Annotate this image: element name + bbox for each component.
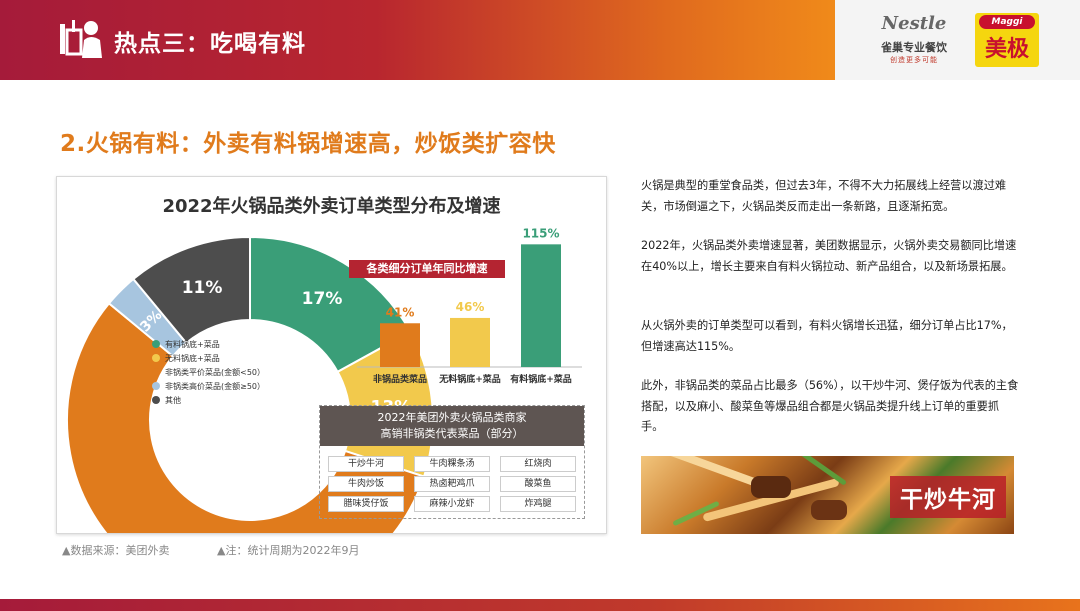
- legend-item: 其他: [152, 393, 265, 407]
- dish-cell: 牛肉粿条汤: [414, 456, 490, 472]
- paragraph-3: 从火锅外卖的订单类型可以看到，有料火锅增长迅猛，细分订单占比17%，但增速高达1…: [641, 319, 1013, 353]
- legend-item: 无料锅底+菜品: [152, 351, 265, 365]
- maggi-cn: 美极: [984, 37, 1029, 62]
- section-subtitle: 2.火锅有料：外卖有料锅增速高，炒饭类扩容快: [60, 131, 556, 157]
- legend-dot: [152, 396, 160, 404]
- pie-value-label: 11%: [182, 278, 223, 298]
- bar-chart-caption: 各类细分订单年同比增速: [349, 260, 505, 278]
- bar-category-label: 有料锅底+菜品: [510, 373, 572, 385]
- chart-panel: 2022年火锅品类外卖订单类型分布及增速 17%13%56%3%11%41%非锅…: [56, 176, 607, 534]
- bar: [521, 244, 561, 367]
- dish-cell: 麻辣小龙虾: [414, 496, 490, 512]
- logo-area: [835, 0, 1080, 80]
- dish-cell: 红烧肉: [500, 456, 576, 472]
- dining-person-icon: [60, 20, 102, 58]
- data-note: ▲注：统计周期为2022年9月: [217, 544, 360, 557]
- nestle-logo: Nestle 雀巢专业餐饮 创造更多可能: [870, 13, 960, 69]
- legend-label: 非锅类平价菜品(金额<50）: [165, 367, 266, 377]
- legend-dot: [152, 368, 160, 376]
- legend-item: 有料锅底+菜品: [152, 337, 265, 351]
- photo-beef-slice: [811, 500, 847, 520]
- legend-label: 有料锅底+菜品: [165, 339, 220, 349]
- legend-item: 非锅类平价菜品(金额<50）: [152, 365, 265, 379]
- photo-beef-slice: [751, 476, 791, 498]
- paragraph-2: 2022年，火锅品类外卖增速显著，美团数据显示，火锅外卖交易额同比增速在40%以…: [641, 239, 1017, 273]
- paragraph-4: 此外，非锅品类的菜品占比最多（56%），以干炒牛河、煲仔饭为代表的主食搭配，以及…: [641, 379, 1019, 433]
- nestle-word: Nestle: [881, 13, 947, 34]
- footer-bar: [0, 599, 1080, 611]
- legend-label: 非锅类高价菜品(金额≥50）: [165, 381, 266, 391]
- dish-table-header-line2: 高销非锅类代表菜品（部分）: [380, 427, 524, 440]
- nestle-slogan: 创造更多可能: [890, 56, 938, 64]
- dish-cell: 炸鸡腿: [500, 496, 576, 512]
- dish-cell: 热卤耙鸡爪: [414, 476, 490, 492]
- bar-value-label: 41%: [386, 305, 415, 319]
- bar-value-label: 115%: [522, 226, 559, 240]
- nestle-sub: 雀巢专业餐饮: [881, 41, 947, 54]
- dish-cell: 干炒牛河: [328, 456, 404, 472]
- dish-photo: 干炒牛河: [641, 456, 1014, 534]
- maggi-logo: Maggi 美极: [975, 13, 1039, 67]
- dish-photo-label: 干炒牛河: [890, 476, 1006, 518]
- dish-table: 2022年美团外卖火锅品类商家 高销非锅类代表菜品（部分） 干炒牛河 牛肉粿条汤…: [319, 405, 585, 519]
- pie-value-label: 17%: [302, 289, 343, 309]
- bar-category-label: 无料锅底+菜品: [438, 373, 501, 385]
- paragraph-1: 火锅是典型的重堂食品类，但过去3年，不得不大力拓展线上经营以渡过难关，市场倒逼之…: [641, 179, 1007, 213]
- legend-label: 无料锅底+菜品: [165, 353, 220, 363]
- dish-cell: 腊味煲仔饭: [328, 496, 404, 512]
- pie-legend: 有料锅底+菜品 无料锅底+菜品 非锅类平价菜品(金额<50） 非锅类高价菜品(金…: [152, 337, 265, 407]
- legend-dot: [152, 340, 160, 348]
- bar-value-label: 46%: [456, 300, 485, 314]
- legend-dot: [152, 354, 160, 362]
- dish-table-header-line1: 2022年美团外卖火锅品类商家: [377, 411, 527, 424]
- header-bar: 热点三：吃喝有料: [0, 0, 835, 80]
- maggi-word: Maggi: [979, 15, 1035, 29]
- dish-table-header: 2022年美团外卖火锅品类商家 高销非锅类代表菜品（部分）: [320, 406, 584, 446]
- chart-title: 2022年火锅品类外卖订单类型分布及增速: [162, 196, 501, 217]
- page-title: 热点三：吃喝有料: [114, 31, 306, 57]
- dish-cell: 酸菜鱼: [500, 476, 576, 492]
- bar: [450, 317, 490, 367]
- bar: [380, 323, 420, 367]
- data-source: ▲数据来源：美团外卖: [62, 544, 170, 557]
- bar-category-label: 非锅品类菜品: [373, 373, 427, 385]
- pie-slice: [131, 235, 251, 345]
- dish-cell: 牛肉炒饭: [328, 476, 404, 492]
- legend-label: 其他: [165, 395, 181, 405]
- legend-item: 非锅类高价菜品(金额≥50）: [152, 379, 265, 393]
- legend-dot: [152, 382, 160, 390]
